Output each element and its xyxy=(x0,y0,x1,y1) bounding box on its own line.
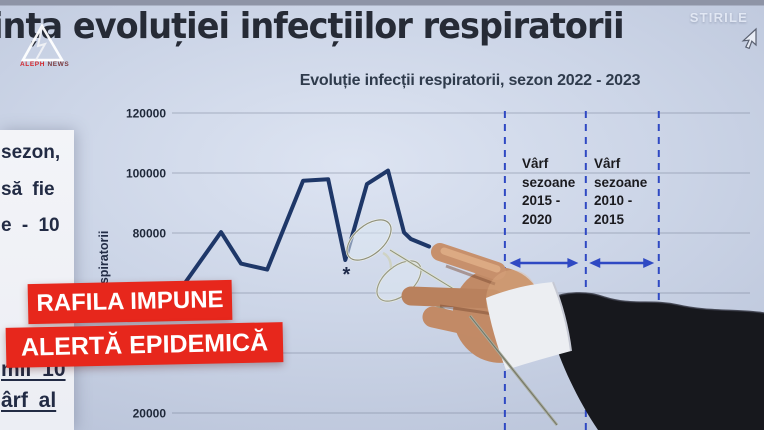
slide-headline: ința evoluției infecțiilor respiratorii xyxy=(0,6,625,47)
red-arrow-head xyxy=(486,344,499,356)
logo-suffix-text: NEWS xyxy=(47,61,70,68)
news-banner-line2: ALERTĂ EPIDEMICĂ xyxy=(5,322,284,368)
season-peak-label-2010-2015: Vârf sezoane 2010 - 2015 xyxy=(594,156,648,227)
y-tick-label: 100000 xyxy=(126,167,166,181)
slide-side-textbox: sezon, să fie e - 10 mii 10 ârf al xyxy=(0,130,74,430)
aleph-triangle-icon xyxy=(20,23,65,62)
arrowhead-left xyxy=(509,258,521,268)
arrowhead-right xyxy=(643,258,655,268)
channel-badge: STIRILE xyxy=(689,10,748,25)
logo-brand-text: ALEPH xyxy=(20,61,46,68)
mouse-cursor-icon xyxy=(741,27,757,50)
y-tick-label: 120000 xyxy=(126,107,166,121)
arrowhead-right xyxy=(567,258,579,268)
side-text-fragment: e - 10 xyxy=(1,215,60,236)
aleph-news-logo: ALEPH NEWS xyxy=(18,20,78,70)
side-text-fragment: sezon, xyxy=(1,142,61,163)
asterisk-annotation: * xyxy=(343,264,351,286)
season-peak-label-2015-2020: Vârf sezoane 2015 - 2020 xyxy=(522,156,576,227)
side-text-fragment-underlined: ârf al xyxy=(1,389,57,412)
y-tick-label: 80000 xyxy=(133,227,167,241)
arrowhead-left xyxy=(589,258,601,268)
series-line xyxy=(177,168,432,292)
chart-title: Evoluție infecții respiratorii, sezon 20… xyxy=(299,72,641,89)
side-text-fragment: să fie xyxy=(1,179,55,200)
news-banner-line1: RAFILA IMPUNE xyxy=(27,279,233,325)
y-tick-label: 20000 xyxy=(133,407,167,421)
